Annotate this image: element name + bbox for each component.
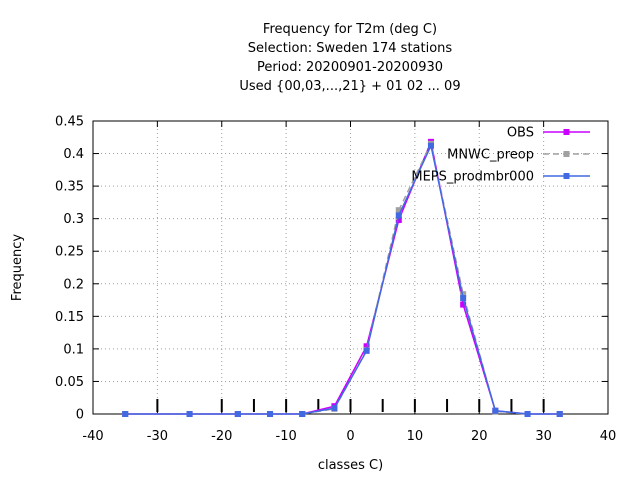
data-point [299, 411, 306, 417]
x-tick-label: -10 [276, 429, 297, 444]
legend-label: OBS [507, 126, 534, 141]
x-axis-ticks: -40 -30 -20 -10 0 10 20 30 40 [82, 121, 616, 444]
legend-marker [563, 173, 570, 179]
data-point [460, 291, 467, 298]
x-tick-label: 0 [346, 429, 354, 444]
y-tick-label: 0.15 [55, 310, 84, 325]
legend: OBS MNWC_preop MEPS_prodmbr000 [411, 126, 590, 185]
y-axis-label: Frequency [10, 234, 25, 301]
x-tick-label: 20 [471, 429, 488, 444]
data-point [395, 207, 402, 214]
title-line: Used {00,03,...,21} + 01 02 ... 09 [239, 79, 460, 94]
title-line: Selection: Sweden 174 stations [248, 41, 453, 56]
x-tick-label: 10 [407, 429, 424, 444]
title-line: Frequency for T2m (deg C) [263, 22, 437, 37]
legend-label: MNWC_preop [447, 148, 534, 163]
title-line: Period: 20200901-20200930 [257, 60, 443, 75]
y-tick-label: 0.2 [63, 277, 84, 292]
data-point [122, 411, 129, 417]
x-tick-label: 30 [535, 429, 552, 444]
y-tick-label: 0.25 [55, 245, 84, 260]
legend-marker [563, 151, 570, 157]
x-axis-label: classes C) [318, 458, 383, 473]
y-axis-ticks: 0 0.05 0.1 0.15 0.2 0.25 0.3 0.35 0.4 0.45 [55, 115, 608, 423]
legend-label: MEPS_prodmbr000 [411, 170, 534, 185]
x-tick-label: -30 [147, 429, 168, 444]
data-point [331, 405, 338, 412]
data-point [395, 216, 402, 223]
y-tick-label: 0.45 [55, 115, 84, 130]
data-point [524, 411, 531, 417]
y-tick-label: 0 [76, 408, 84, 423]
y-tick-label: 0.35 [55, 180, 84, 195]
data-point [234, 411, 241, 417]
series-line [125, 143, 560, 415]
y-tick-label: 0.1 [63, 342, 84, 357]
data-point [363, 347, 370, 354]
x-tick-label: -20 [211, 429, 232, 444]
x-tick-label: 40 [600, 429, 617, 444]
y-tick-label: 0.05 [55, 375, 84, 390]
series-lines [122, 138, 563, 417]
data-point [186, 411, 193, 417]
y-tick-label: 0.3 [63, 212, 84, 227]
grid-lines [93, 121, 608, 414]
legend-marker [563, 129, 570, 135]
data-point [267, 411, 274, 417]
data-point [460, 295, 467, 302]
chart-title: Frequency for T2m (deg C) Selection: Swed… [239, 22, 460, 94]
data-point [427, 142, 434, 149]
data-point [363, 343, 370, 350]
plot-frame [92, 120, 609, 415]
y-tick-label: 0.4 [63, 147, 84, 162]
data-point [460, 301, 467, 308]
data-point [395, 212, 402, 219]
data-point [556, 411, 563, 417]
x-tick-label: -40 [82, 429, 103, 444]
data-point [492, 407, 499, 414]
